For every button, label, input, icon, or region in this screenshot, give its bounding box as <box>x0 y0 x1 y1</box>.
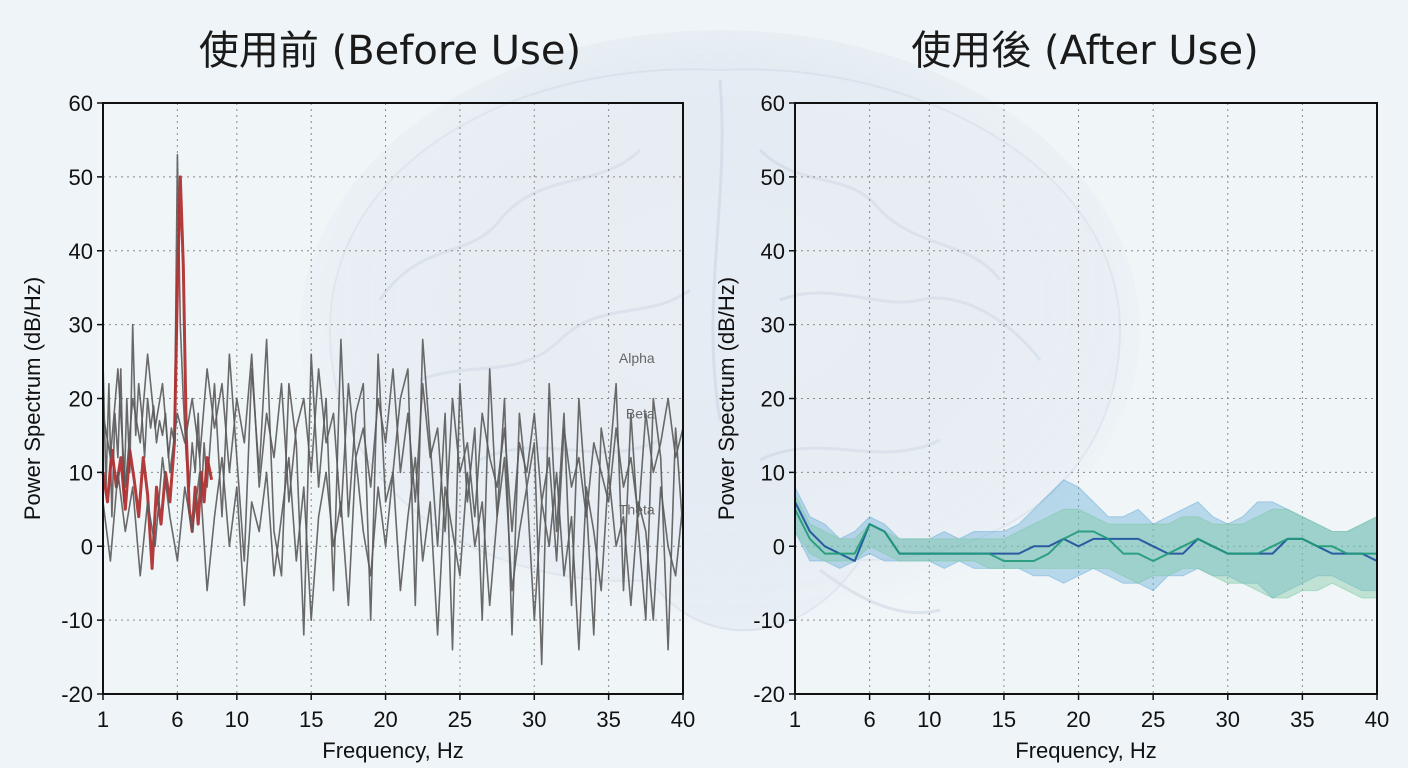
x-tick-label: 10 <box>917 707 941 732</box>
x-tick-label: 1 <box>789 707 801 732</box>
y-tick-label: 0 <box>773 534 785 559</box>
x-tick-label: 15 <box>992 707 1016 732</box>
y-tick-label: 10 <box>69 460 93 485</box>
y-tick-label: 40 <box>69 239 93 264</box>
y-tick-label: 20 <box>761 387 785 412</box>
y-tick-label: 50 <box>69 165 93 190</box>
x-tick-label: 40 <box>1365 707 1389 732</box>
y-tick-label: 60 <box>761 91 785 116</box>
x-tick-label: 1 <box>97 707 109 732</box>
chart-title: 使用後 (After Use) <box>911 28 1258 74</box>
y-tick-label: -10 <box>753 608 785 633</box>
y-tick-label: 50 <box>761 165 785 190</box>
y-tick-label: -20 <box>61 682 93 707</box>
y-axis-label: Power Spectrum (dB/Hz) <box>714 277 739 520</box>
after-use-chart: 使用後 (After Use) 60 50 40 30 20 10 0 -10 -201 6 10 15… <box>714 28 1389 763</box>
y-tick-label: -20 <box>753 682 785 707</box>
x-axis-label: Frequency, Hz <box>1015 738 1156 763</box>
y-tick-label: 60 <box>69 91 93 116</box>
x-tick-label: 6 <box>171 707 183 732</box>
y-tick-label: 20 <box>69 387 93 412</box>
before-use-chart: 使用前 (Before Use) 60 50 40 30 20 10 0 -10 -201 6 10 1… <box>20 28 695 763</box>
annotation-alpha: Alpha <box>619 350 655 366</box>
x-axis-label: Frequency, Hz <box>322 738 463 763</box>
x-tick-label: 20 <box>373 707 397 732</box>
x-tick-label: 25 <box>448 707 472 732</box>
brain-illustration-icon <box>300 30 1140 632</box>
y-tick-label: -10 <box>61 608 93 633</box>
series-line-3 <box>102 456 684 651</box>
x-tick-label: 35 <box>1290 707 1314 732</box>
x-tick-label: 6 <box>863 707 875 732</box>
y-tick-label: 30 <box>69 313 93 338</box>
x-tick-label: 20 <box>1066 707 1090 732</box>
chart-title: 使用前 (Before Use) <box>199 28 581 74</box>
x-tick-label: 25 <box>1141 707 1165 732</box>
y-axis-label: Power Spectrum (dB/Hz) <box>20 277 45 520</box>
x-tick-label: 30 <box>1216 707 1240 732</box>
annotation-beta: Beta <box>626 405 655 421</box>
y-tick-label: 30 <box>761 313 785 338</box>
x-tick-label: 40 <box>671 707 695 732</box>
x-tick-label: 30 <box>522 707 546 732</box>
y-tick-label: 0 <box>81 534 93 559</box>
y-tick-label: 10 <box>761 460 785 485</box>
plot-area <box>795 103 1377 694</box>
x-tick-label: 15 <box>299 707 323 732</box>
annotation-theta: Theta <box>619 501 655 517</box>
series-line-3 <box>794 508 1377 562</box>
x-tick-label: 35 <box>596 707 620 732</box>
series-line-2 <box>102 353 684 562</box>
y-tick-label: 40 <box>761 239 785 264</box>
x-tick-label: 10 <box>225 707 249 732</box>
